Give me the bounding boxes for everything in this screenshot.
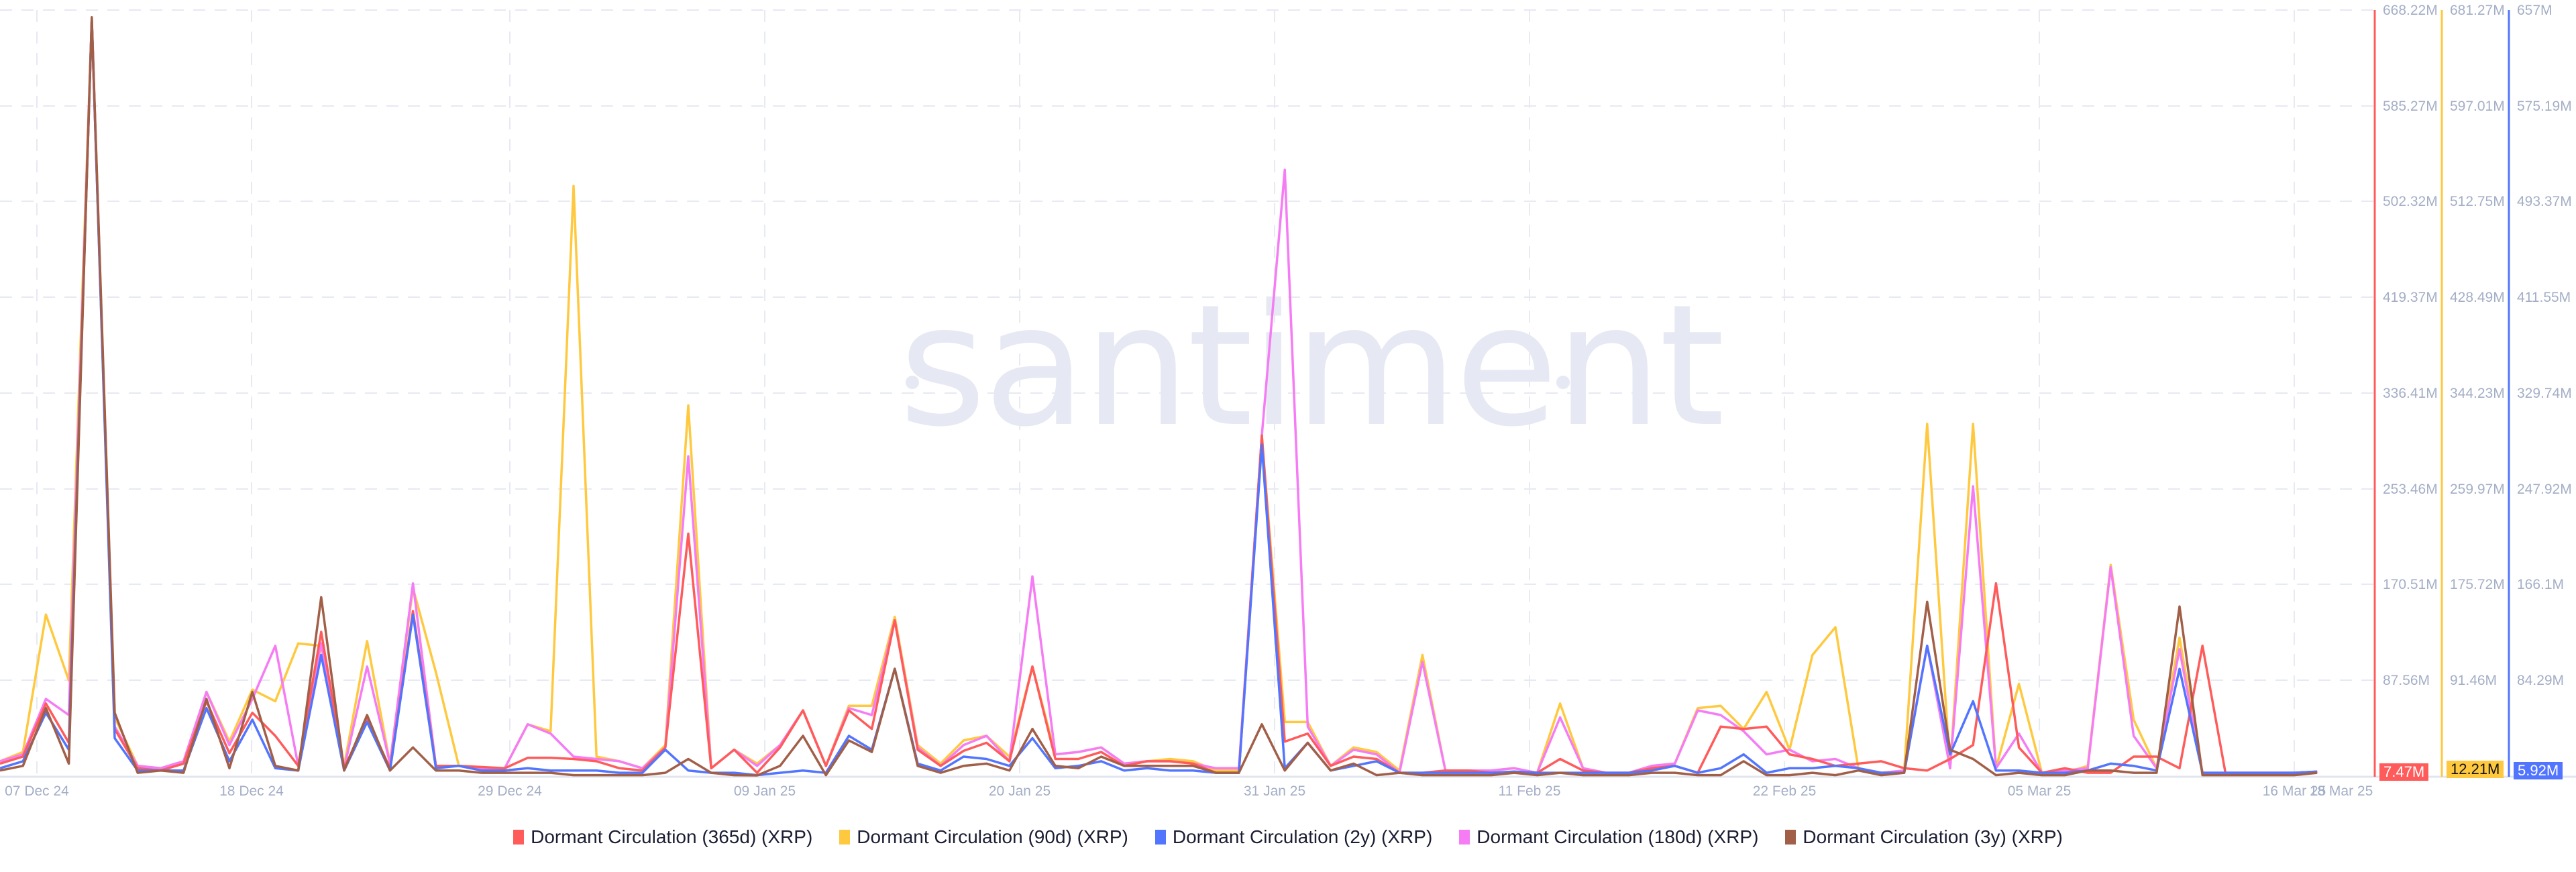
y-tick-label: 91.46M [2450,673,2497,688]
x-tick-label: 22 Feb 25 [1753,783,1817,799]
y-tick-label: 170.51M [2383,577,2438,592]
legend-item[interactable]: Dormant Circulation (365d) (XRP) [513,826,812,848]
x-tick-label: 18 Mar 25 [2310,783,2373,799]
legend-item[interactable]: Dormant Circulation (3y) (XRP) [1785,826,2063,848]
legend-label: Dormant Circulation (90d) (XRP) [857,826,1128,847]
y-tick-label: 428.49M [2450,290,2505,305]
y-tick-label: 502.32M [2383,194,2438,209]
watermark-dot-right [1556,376,1570,389]
y-tick-label: 259.97M [2450,482,2505,497]
x-tick-label: 18 Dec 24 [219,783,284,799]
legend-label: Dormant Circulation (2y) (XRP) [1172,826,1433,847]
x-tick-label: 11 Feb 25 [1498,783,1560,799]
y-axes: 668.22M 585.27M 502.32M 419.37M 336.41M 253.4… [2373,3,2572,777]
santiment-watermark: santiment [899,268,1722,464]
legend-label: Dormant Circulation (365d) (XRP) [531,826,813,847]
legend-swatch-icon [1155,830,1166,844]
y-tick-label: 419.37M [2383,290,2438,305]
y-tick-label: 253.46M [2383,482,2438,497]
y-tick-label: 344.23M [2450,386,2505,401]
x-tick-label: 09 Jan 25 [734,783,796,799]
y-tick-label: 493.37M [2517,194,2572,209]
legend-swatch-icon [513,830,525,844]
legend: Dormant Circulation (365d) (XRP) Dormant … [0,826,2576,848]
watermark-dot-left [906,376,919,389]
y-tick-label: 512.75M [2450,194,2505,209]
y-tick-label: 175.72M [2450,577,2505,592]
legend-swatch-icon [1459,830,1470,844]
series-lines [0,15,2318,777]
y-tick-label: 336.41M [2383,386,2438,401]
y-tick-label: 681.27M [2450,3,2505,18]
legend-label: Dormant Circulation (180d) (XRP) [1477,826,1759,847]
legend-label: Dormant Circulation (3y) (XRP) [1803,826,2063,847]
y-tick-label: 329.74M [2517,386,2572,401]
x-tick-label: 29 Dec 24 [478,783,542,799]
y-tick-label: 411.55M [2517,290,2571,305]
legend-swatch-icon [839,830,851,844]
y-tick-label: 668.22M [2383,3,2438,18]
current-value-badge: 12.21M [2447,761,2504,778]
y-tick-label: 247.92M [2517,482,2572,497]
y-tick-label: 575.19M [2517,99,2572,114]
y-tick-label: 585.27M [2383,99,2438,114]
current-value-badge: 7.47M [2379,763,2429,781]
y-tick-label: 597.01M [2450,99,2505,114]
legend-item[interactable]: Dormant Circulation (90d) (XRP) [839,826,1128,848]
current-value-badge: 5.92M [2514,762,2563,779]
x-tick-label: 31 Jan 25 [1244,783,1305,799]
y-tick-label: 166.1M [2517,577,2564,592]
y-tick-label: 657M [2517,3,2553,18]
x-axis: 07 Dec 24 18 Dec 24 29 Dec 24 09 Jan 25 20 J… [5,783,2373,799]
series-line[interactable] [0,15,2318,777]
x-tick-label: 07 Dec 24 [5,783,69,799]
y-tick-label: 87.56M [2383,673,2430,688]
x-tick-label: 05 Mar 25 [2008,783,2072,799]
x-tick-label: 20 Jan 25 [989,783,1051,799]
legend-item[interactable]: Dormant Circulation (180d) (XRP) [1459,826,1758,848]
gridlines [0,9,2576,778]
legend-swatch-icon [1785,830,1796,844]
x-tick-label: 16 Mar 25 [2263,783,2326,799]
legend-item[interactable]: Dormant Circulation (2y) (XRP) [1155,826,1432,848]
y-tick-label: 84.29M [2517,673,2564,688]
